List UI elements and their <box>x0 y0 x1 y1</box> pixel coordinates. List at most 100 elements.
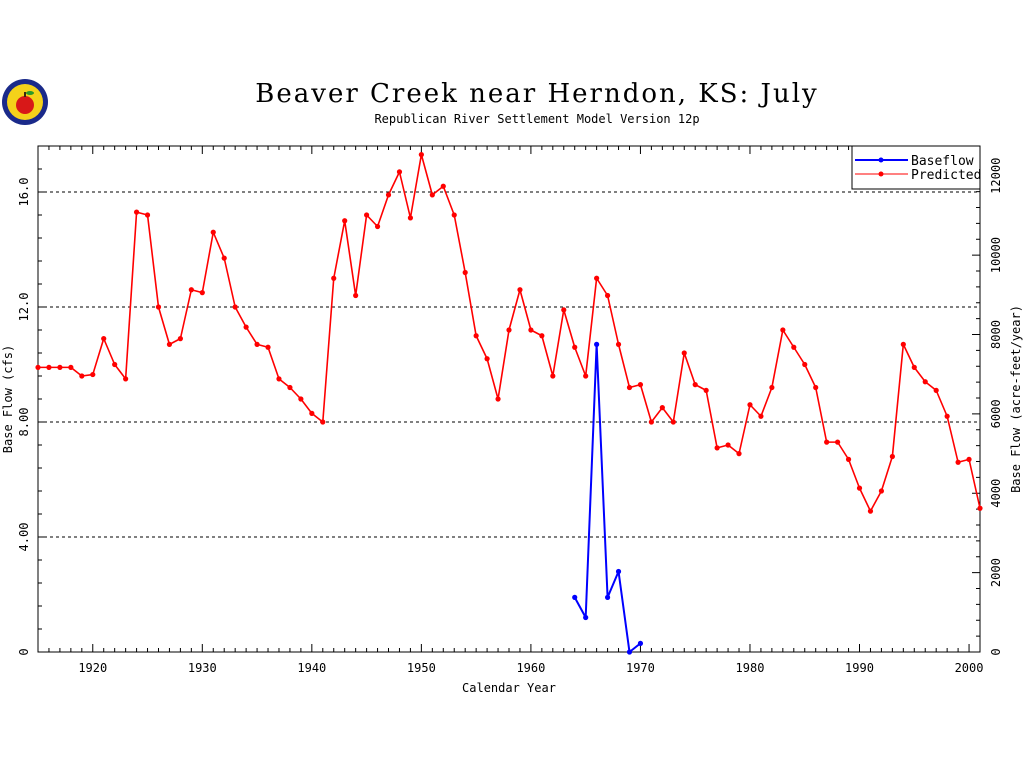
data-point-predicted <box>440 183 446 189</box>
x-tick-label: 1970 <box>626 661 655 675</box>
x-axis: 1920 1930 1940 1950 1960 1970 1980 1990 2000 <box>37 146 984 675</box>
plot-frame <box>37 145 981 653</box>
data-point-predicted <box>583 373 589 379</box>
data-point-predicted <box>177 336 183 342</box>
data-point-predicted <box>144 212 151 218</box>
y-axis-label-right: Base Flow (acre-feet/year) <box>1009 305 1023 493</box>
chart-subtitle: Republican River Settlement Model Versio… <box>374 112 699 126</box>
data-point-predicted <box>265 344 271 350</box>
chart-title: Beaver Creek near Herndon, KS: July <box>255 79 818 109</box>
data-point-predicted <box>637 382 644 388</box>
data-point-baseflow <box>626 649 633 655</box>
data-point-predicted <box>922 379 928 385</box>
data-point-predicted <box>155 304 162 310</box>
data-point-predicted <box>364 212 370 218</box>
x-tick-label: 1940 <box>297 661 326 675</box>
data-point-predicted <box>736 451 742 457</box>
legend-entry-predicted: Predicted <box>911 168 981 183</box>
y-right-tick-label: 4000 <box>989 479 1003 508</box>
data-point-predicted <box>133 209 140 215</box>
data-point-predicted <box>845 456 852 462</box>
y-axis-left: 0 4.00 8.00 12.0 16.0 <box>17 168 46 656</box>
y-right-tick-label: 8000 <box>989 320 1003 349</box>
data-point-predicted <box>725 442 731 448</box>
data-point-predicted <box>451 212 457 218</box>
y-right-tick-label: 2000 <box>989 558 1003 587</box>
y-tick-label: 8.00 <box>17 408 31 437</box>
data-point-predicted <box>484 356 490 362</box>
y-tick-label: 12.0 <box>17 293 31 322</box>
data-point-predicted <box>473 333 479 339</box>
data-point-predicted <box>199 290 205 296</box>
data-point-predicted <box>944 413 950 419</box>
data-point-predicted <box>856 485 863 491</box>
data-point-predicted <box>900 341 906 347</box>
series-layer <box>35 152 983 655</box>
data-point-predicted <box>648 419 654 425</box>
data-point-predicted <box>813 384 819 391</box>
data-point-predicted <box>758 413 764 419</box>
data-point-predicted <box>342 218 348 224</box>
data-point-baseflow <box>604 594 611 600</box>
data-point-predicted <box>769 384 775 391</box>
y-tick-label: 4.00 <box>17 523 31 552</box>
data-point-predicted <box>966 456 972 462</box>
data-point-predicted <box>977 505 983 511</box>
data-point-predicted <box>889 453 895 460</box>
data-point-predicted <box>320 419 326 425</box>
data-point-predicted <box>166 341 173 347</box>
y-tick-label: 0 <box>17 648 31 655</box>
data-point-predicted <box>90 371 96 378</box>
data-point-predicted <box>331 275 337 281</box>
data-point-predicted <box>506 327 512 333</box>
data-point-predicted <box>57 364 63 370</box>
data-point-predicted <box>802 361 808 368</box>
x-tick-label: 1990 <box>845 661 874 675</box>
y-right-tick-label: 12000 <box>989 158 1003 194</box>
data-point-predicted <box>517 287 523 293</box>
data-point-predicted <box>703 387 709 393</box>
data-point-predicted <box>955 459 961 465</box>
y-tick-label: 16.0 <box>17 178 31 207</box>
data-point-predicted <box>287 384 293 391</box>
data-point-predicted <box>462 269 468 276</box>
data-point-predicted <box>46 364 52 370</box>
data-point-predicted <box>747 402 753 408</box>
data-point-predicted <box>418 152 424 158</box>
data-point-predicted <box>878 488 885 494</box>
data-point-predicted <box>659 405 665 411</box>
data-point-predicted <box>429 192 435 198</box>
data-point-predicted <box>692 382 698 388</box>
x-tick-label: 1960 <box>516 661 545 675</box>
data-point-predicted <box>824 439 830 445</box>
data-point-predicted <box>780 327 786 333</box>
data-point-predicted <box>396 169 403 175</box>
data-point-predicted <box>188 287 194 293</box>
data-point-predicted <box>550 373 556 379</box>
x-tick-label: 2000 <box>955 661 984 675</box>
data-point-predicted <box>243 324 249 330</box>
y-right-tick-label: 10000 <box>989 237 1003 273</box>
x-axis-label: Calendar Year <box>462 681 556 695</box>
data-point-predicted <box>835 439 841 445</box>
data-point-predicted <box>210 229 216 235</box>
data-point-predicted <box>68 364 74 370</box>
data-point-predicted <box>35 364 41 370</box>
data-point-predicted <box>101 336 107 342</box>
data-point-predicted <box>221 255 227 261</box>
legend-entry-baseflow: Baseflow <box>911 154 974 169</box>
data-point-predicted <box>594 275 600 281</box>
x-tick-label: 1980 <box>736 661 765 675</box>
data-point-predicted <box>911 364 917 370</box>
legend: Baseflow Predicted <box>851 145 981 190</box>
data-point-baseflow <box>594 341 600 347</box>
data-point-predicted <box>933 387 939 393</box>
y-right-tick-label: 6000 <box>989 399 1003 428</box>
data-point-baseflow <box>583 614 589 621</box>
data-point-predicted <box>561 307 567 313</box>
data-point-predicted <box>572 344 578 350</box>
data-point-predicted <box>604 292 611 299</box>
x-tick-label: 1920 <box>78 661 107 675</box>
data-point-predicted <box>232 304 238 310</box>
